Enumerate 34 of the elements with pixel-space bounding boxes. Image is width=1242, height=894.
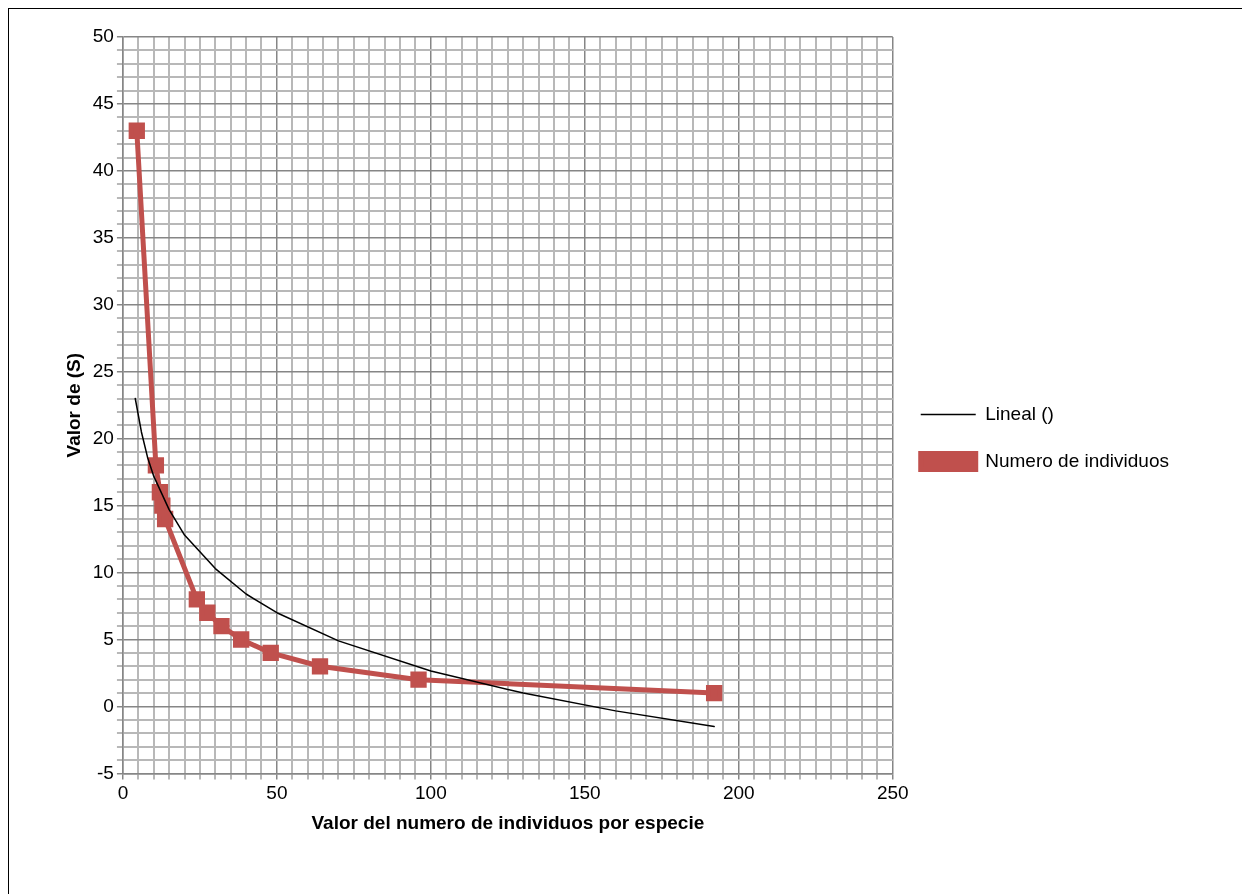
point — [147, 457, 165, 474]
point — [128, 122, 145, 139]
y-tick-label: 25 — [92, 359, 114, 381]
x-tick-label: 250 — [876, 782, 909, 804]
legend-label: Numero de individuos — [985, 449, 1169, 471]
point — [233, 631, 250, 648]
x-tick-label: 150 — [568, 782, 601, 804]
x-axis-title: Valor del numero de individuos por especie — [311, 811, 705, 833]
y-tick-label: 20 — [92, 426, 114, 448]
point — [311, 658, 329, 675]
point — [199, 604, 216, 621]
point — [262, 644, 279, 662]
y-axis-title: Valor de (S) — [62, 352, 84, 458]
point — [410, 671, 427, 688]
x-tick-label: 100 — [415, 782, 447, 804]
y-tick-label: 10 — [92, 560, 114, 582]
x-tick-label: 200 — [722, 782, 755, 804]
y-tick-label: 50 — [92, 25, 114, 47]
point — [213, 617, 230, 635]
x-tick-label: 50 — [266, 782, 288, 804]
legend-label: Lineal () — [985, 402, 1054, 424]
y-tick-label: 40 — [92, 159, 114, 181]
y-tick-label: 35 — [92, 226, 114, 248]
y-tick-label: 30 — [92, 293, 114, 315]
y-tick-label: -5 — [97, 761, 114, 783]
point — [188, 591, 205, 608]
x-tick-label: 0 — [117, 782, 129, 804]
y-tick-label: 0 — [103, 694, 114, 716]
y-tick-label: 5 — [103, 627, 114, 649]
y-tick-label: 45 — [92, 92, 114, 114]
y-tick-label: 15 — [92, 493, 114, 515]
point — [156, 510, 174, 528]
point — [705, 684, 723, 702]
point — [154, 497, 171, 514]
